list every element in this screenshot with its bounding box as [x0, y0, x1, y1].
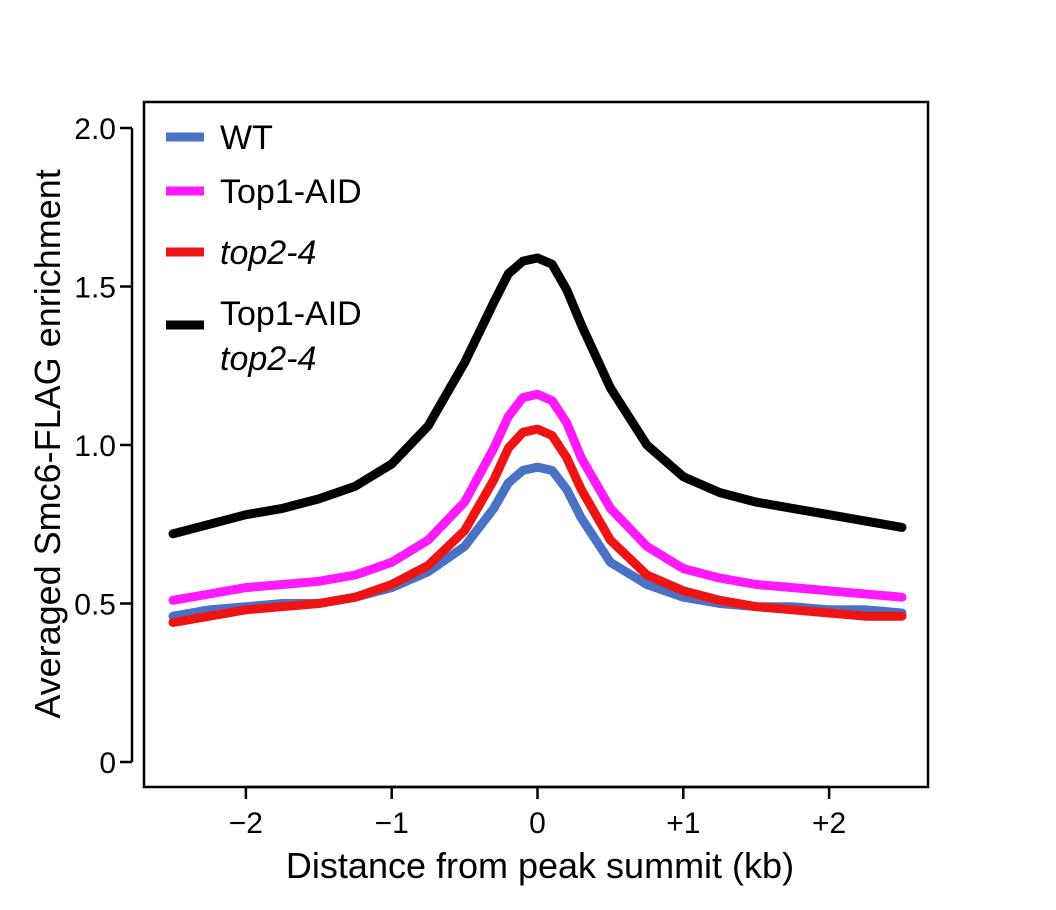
series-line-3 [168, 424, 907, 627]
y-tick-label: 0 [99, 747, 116, 780]
legend-label: Top1-AID [220, 295, 362, 333]
legend-label: top2-4 [220, 234, 316, 272]
x-tick-label: +1 [666, 807, 700, 840]
legend: WT Top1-AID top2-4 Top1-AID top2-4 [166, 119, 362, 378]
x-tick-label: 0 [529, 807, 546, 840]
x-axis-title: Distance from peak summit (kb) [286, 845, 794, 886]
x-tick-label: +2 [812, 807, 846, 840]
y-axis: 0 0.5 1.0 1.5 2.0 [74, 113, 134, 780]
y-tick-label: 0.5 [74, 589, 116, 622]
y-tick-label: 1.0 [74, 430, 116, 463]
legend-label: WT [220, 119, 273, 157]
series-line-1 [168, 462, 907, 621]
x-tick-label: −2 [229, 807, 263, 840]
x-axis: −2 −1 0 +1 +2 [229, 785, 846, 840]
series-layer [168, 253, 907, 627]
series-line-4 [168, 253, 907, 539]
y-tick-label: 2.0 [74, 113, 116, 146]
legend-label: Top1-AID [220, 173, 362, 211]
y-tick-label: 1.5 [74, 272, 116, 305]
x-tick-label: −1 [375, 807, 409, 840]
y-axis-title: Averaged Smc6-FLAG enrichment [27, 169, 68, 719]
legend-label-line2: top2-4 [220, 340, 316, 378]
series-line-2 [168, 389, 907, 605]
